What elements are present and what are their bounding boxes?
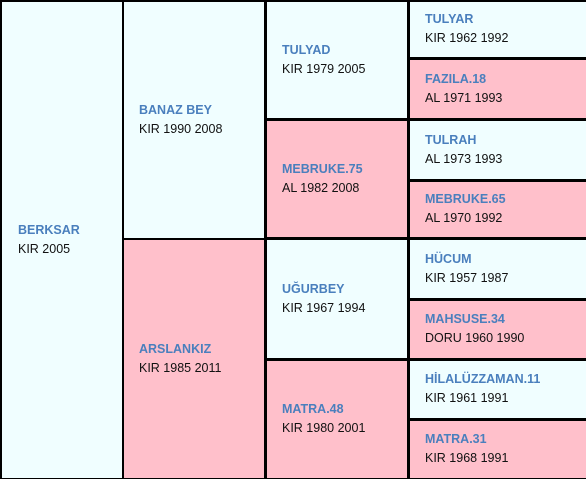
- ds-dam-cell: MAHSUSE.34 DORU 1960 1990: [410, 301, 586, 358]
- ds-dam-info: DORU 1960 1990: [425, 331, 525, 345]
- dam-name-link[interactable]: ARSLANKIZ: [139, 341, 212, 356]
- horse-cell: BERKSAR KIR 2005: [2, 2, 122, 478]
- dd-dam-name-link[interactable]: MATRA.31: [425, 432, 487, 446]
- horse-name-link[interactable]: BERKSAR: [18, 222, 80, 237]
- ds-sire-cell: HÜCUM KIR 1957 1987: [410, 240, 586, 298]
- ss-dam-cell: FAZILA.18 AL 1971 1993: [410, 60, 586, 118]
- dd-sire-info: KIR 1961 1991: [425, 391, 509, 405]
- ss-sire-name-link[interactable]: TULYAR: [425, 12, 474, 26]
- ds-dam-name-link[interactable]: MAHSUSE.34: [425, 312, 505, 326]
- dam-sire-info: KIR 1967 1994: [282, 300, 366, 315]
- dam-dam-cell: MATRA.48 KIR 1980 2001: [267, 361, 407, 478]
- ss-dam-name-link[interactable]: FAZILA.18: [425, 71, 487, 86]
- sire-dam-info: AL 1982 2008: [282, 180, 360, 195]
- sire-sire-cell: TULYAD KIR 1979 2005: [267, 2, 407, 118]
- dam-dam-name-link[interactable]: MATRA.48: [282, 402, 344, 416]
- ds-sire-name-link[interactable]: HÜCUM: [425, 251, 472, 266]
- ss-dam-info: AL 1971 1993: [425, 90, 503, 105]
- sire-info: KIR 1990 2008: [139, 121, 223, 136]
- ss-sire-cell: TULYAR KIR 1962 1992: [410, 2, 586, 57]
- dam-dam-info: KIR 1980 2001: [282, 421, 366, 435]
- dam-info: KIR 1985 2011: [139, 360, 222, 375]
- horse-info: KIR 2005: [18, 241, 71, 256]
- sire-dam-name-link[interactable]: MEBRUKE.75: [282, 161, 363, 176]
- sd-sire-info: AL 1973 1993: [425, 151, 503, 166]
- sd-dam-cell: MEBRUKE.65 AL 1970 1992: [410, 182, 586, 237]
- ds-sire-info: KIR 1957 1987: [425, 270, 509, 285]
- dd-dam-info: KIR 1968 1991: [425, 451, 509, 465]
- sire-sire-info: KIR 1979 2005: [282, 61, 366, 76]
- dd-dam-cell: MATRA.31 KIR 1968 1991: [410, 421, 586, 478]
- dd-sire-name-link[interactable]: HİLALÜZZAMAN.11: [425, 372, 541, 386]
- ss-sire-info: KIR 1962 1992: [425, 31, 509, 45]
- sire-sire-name-link[interactable]: TULYAD: [282, 42, 331, 57]
- sire-name-link[interactable]: BANAZ BEY: [139, 102, 212, 117]
- dam-sire-name-link[interactable]: UĞURBEY: [282, 281, 345, 296]
- dam-cell: ARSLANKIZ KIR 1985 2011: [124, 240, 264, 478]
- dd-sire-cell: HİLALÜZZAMAN.11 KIR 1961 1991: [410, 361, 586, 418]
- sire-dam-cell: MEBRUKE.75 AL 1982 2008: [267, 121, 407, 237]
- sd-dam-name-link[interactable]: MEBRUKE.65: [425, 192, 506, 206]
- sd-sire-name-link[interactable]: TULRAH: [425, 132, 477, 147]
- sd-sire-cell: TULRAH AL 1973 1993: [410, 121, 586, 179]
- sd-dam-info: AL 1970 1992: [425, 211, 503, 225]
- sire-cell: BANAZ BEY KIR 1990 2008: [124, 2, 264, 238]
- dam-sire-cell: UĞURBEY KIR 1967 1994: [267, 240, 407, 358]
